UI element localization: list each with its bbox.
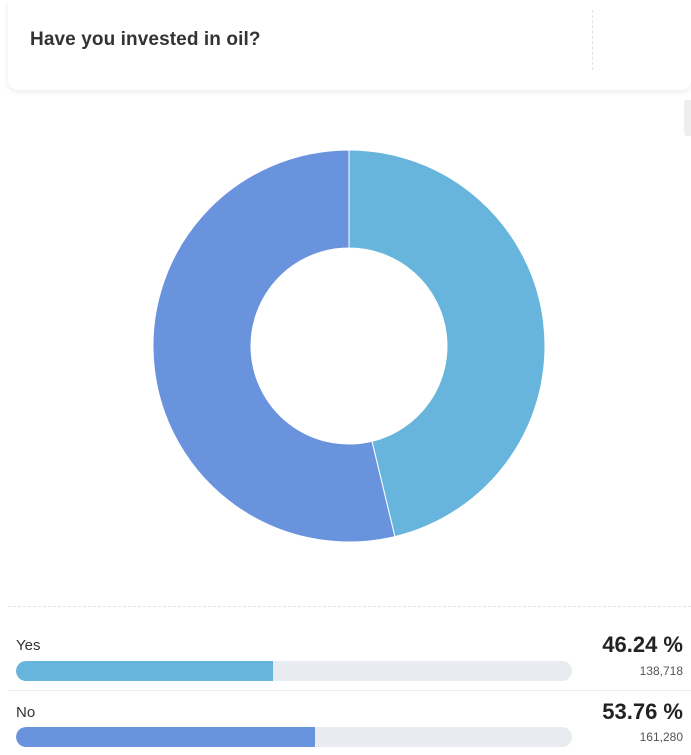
donut-slice-no[interactable] bbox=[152, 149, 396, 543]
question-title: Have you invested in oil? bbox=[30, 29, 261, 50]
scrollbar-thumb[interactable] bbox=[684, 100, 691, 136]
progress-fill-no bbox=[16, 727, 315, 747]
option-label-yes: Yes bbox=[16, 637, 41, 654]
option-row-no: No 53.76 % 161,280 bbox=[8, 690, 691, 753]
option-row-yes: Yes 46.24 % 138,718 bbox=[8, 627, 691, 689]
progress-track-yes bbox=[16, 661, 572, 681]
option-count-yes: 138,718 bbox=[639, 664, 683, 678]
donut-chart-svg bbox=[152, 149, 546, 543]
question-card: Have you invested in oil? bbox=[8, 0, 691, 90]
option-percent-yes: 46.24 % bbox=[602, 632, 683, 657]
option-label-no: No bbox=[16, 704, 36, 721]
option-percent-no: 53.76 % bbox=[602, 699, 683, 724]
results-divider bbox=[8, 606, 691, 607]
option-count-no: 161,280 bbox=[639, 730, 683, 744]
donut-slice-yes[interactable] bbox=[348, 149, 546, 538]
header-divider bbox=[592, 10, 593, 70]
progress-track-no bbox=[16, 727, 572, 747]
progress-fill-yes bbox=[16, 661, 274, 681]
donut-chart bbox=[0, 100, 691, 600]
